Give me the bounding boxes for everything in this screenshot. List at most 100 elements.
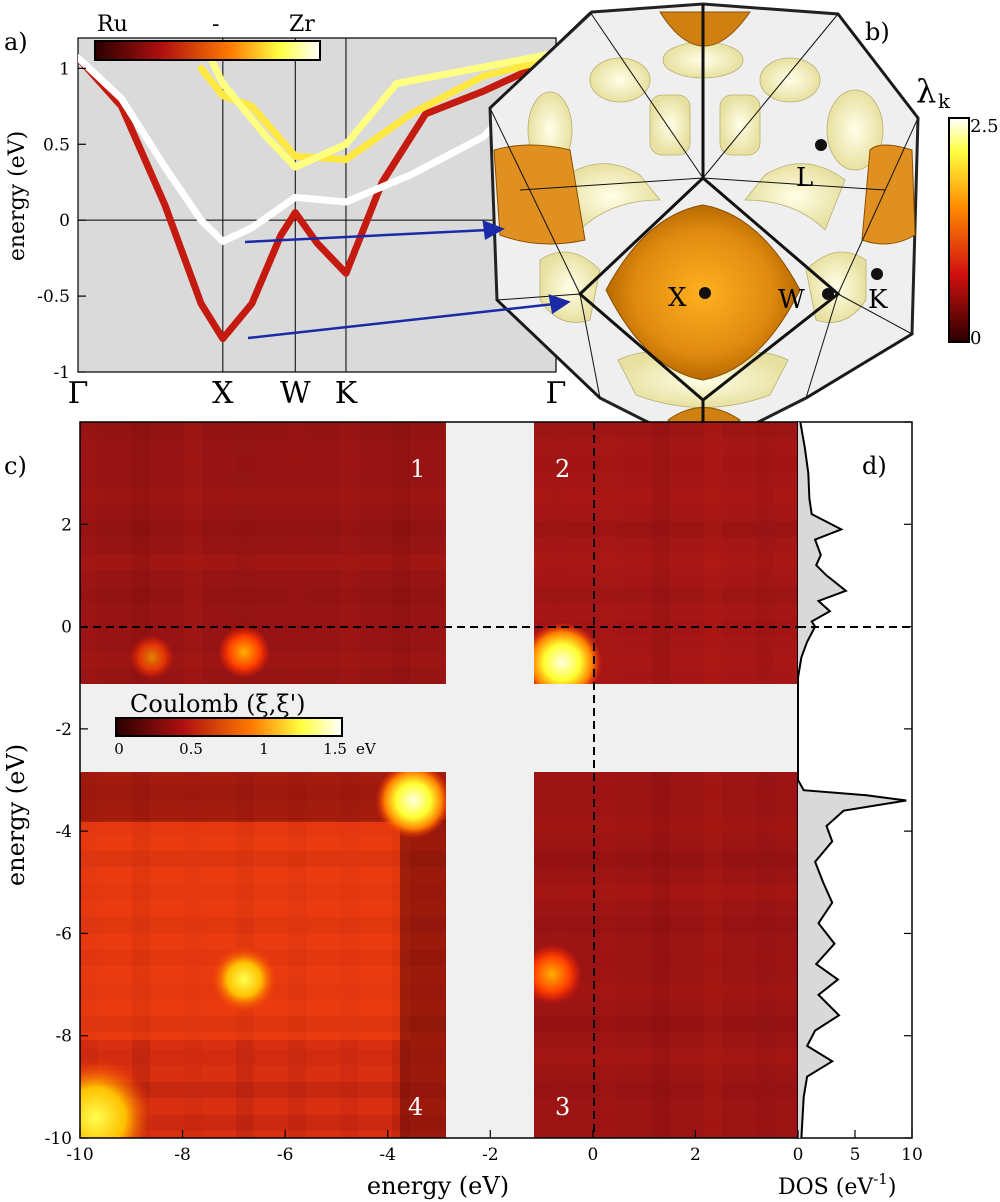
dos-xlabel-main: DOS (eV (778, 1175, 874, 1200)
fermi-surface-panel: L X W K b) λ k 2.5 0 (488, 2, 999, 452)
point-k-label: K (868, 285, 888, 315)
coulomb-ytick-label: -2 (55, 720, 72, 740)
heatmap-band (80, 488, 798, 504)
coulomb-ytick-label: 2 (61, 515, 72, 535)
lambda-colorbar-min: 0 (970, 328, 981, 349)
point-x-marker (699, 287, 711, 299)
lambda-subscript: k (938, 89, 951, 113)
point-w-label: W (778, 285, 805, 315)
dos-xlabel-end: ) (888, 1175, 897, 1200)
arrowhead-upper (482, 220, 505, 241)
lambda-symbol: λ (916, 72, 936, 110)
heatmap-band (80, 455, 798, 471)
coulomb-xlabel: energy (eV) (367, 1172, 509, 1200)
q4-dark-column (400, 820, 446, 1138)
band-structure-panel: 10.50-0.5-1Γ X W K Γ a) energy (eV) Ru - Zr (4, 12, 566, 411)
quadrant-label-4: 4 (408, 1093, 423, 1121)
fermi-sheet-top-cap (659, 11, 751, 47)
band-ytick-label: 1 (59, 59, 70, 79)
coulomb-hotspot-mid2 (129, 635, 174, 680)
coulomb-colorbar-tick-0: 0 (114, 740, 124, 758)
kpoint-label-4: Γ (546, 376, 567, 411)
lambda-colorbar-max: 2.5 (970, 116, 999, 137)
energy-gap-vertical (446, 422, 534, 1138)
panel-label-c: c) (4, 452, 27, 480)
coulomb-hotspot-4 (521, 944, 582, 1005)
fermi-sheet-right-cap (861, 144, 916, 245)
dos-xtick-label: 5 (850, 1145, 861, 1165)
quadrant-label-2: 2 (555, 455, 570, 483)
heatmap-column (548, 422, 566, 1138)
band-ytick-label: -0.5 (37, 287, 70, 307)
arrowhead-lower (548, 294, 571, 315)
kpoint-label-2: W (280, 376, 311, 411)
heatmap-column (704, 422, 722, 1138)
coulomb-xtick-label: 2 (690, 1145, 701, 1165)
coulomb-colorbar-unit: eV (356, 740, 377, 758)
heatmap-column (600, 422, 618, 1138)
dos-xtick-label: 10 (901, 1145, 923, 1165)
coulomb-hotspot-mid (218, 626, 271, 679)
dos-curve (797, 421, 907, 1139)
band-ytick-label: -1 (53, 363, 70, 383)
band-ylabel: energy (eV) (5, 131, 30, 261)
kpoint-label-0: Γ (68, 376, 89, 411)
kpoint-label-1: X (212, 376, 234, 411)
coulomb-hotspot-3 (210, 945, 279, 1014)
dos-xlabel-sup: -1 (873, 1170, 888, 1188)
band-line-1 (78, 54, 556, 343)
band-ytick-label: 0 (59, 211, 70, 231)
band-line-2 (78, 54, 556, 245)
lambda-colorbar (948, 117, 970, 343)
heatmap-band (80, 521, 798, 537)
quadrant-label-1: 1 (410, 455, 425, 483)
coulomb-hotspot-1 (375, 762, 452, 839)
coulomb-xtick-label: -6 (277, 1145, 294, 1165)
panel-label-b: b) (865, 18, 890, 46)
colorbar-zr-label: Zr (289, 12, 315, 37)
band-ytick-label: 0.5 (43, 135, 70, 155)
coulomb-colorbar-tick-1.5: 1.5 (323, 740, 347, 758)
heatmap-column (652, 422, 670, 1138)
point-k-marker (871, 268, 883, 280)
dos-panel: 0 5 10 d) DOS (eV-1) (778, 421, 923, 1200)
arrow-to-x-sheet (247, 302, 555, 340)
coulomb-xtick-label: -8 (174, 1145, 191, 1165)
heatmap-band (80, 587, 798, 603)
heatmap-band (80, 422, 798, 438)
quadrant-3-region (534, 772, 798, 1138)
heatmap-band (80, 554, 798, 570)
coulomb-ytick-label: -10 (45, 1129, 72, 1149)
point-w-marker (822, 288, 834, 300)
kpoint-label-3: K (335, 376, 358, 411)
panel-label-d: d) (862, 452, 887, 480)
coulomb-xtick-label: -2 (482, 1145, 499, 1165)
coulomb-ytick-label: 0 (61, 618, 72, 638)
coulomb-xtick-label: -10 (66, 1145, 93, 1165)
connector-arrows (244, 220, 571, 340)
band-line-4 (204, 49, 556, 171)
coulomb-colorbar-tick-0.5: 0.5 (179, 740, 203, 758)
coulomb-ytick-label: -4 (55, 822, 72, 842)
coulomb-colorbar-tick-1: 1 (259, 740, 269, 758)
quadrant-label-3: 3 (555, 1093, 570, 1121)
coulomb-map-panel: -10 -8 -6 -4 -2 0 2 2 0 -2 -4 -6 -8 -10 1 2 3 4 c) en… (2, 421, 799, 1200)
coulomb-ytick-label: -8 (55, 1027, 72, 1047)
coulomb-ytick-label: -6 (55, 924, 72, 944)
ru-zr-colorbar (94, 40, 321, 61)
dos-xtick-label: 0 (793, 1145, 804, 1165)
colorbar-dash-label: - (212, 12, 219, 37)
coulomb-hotspot-5 (80, 1057, 156, 1138)
coulomb-ylabel: energy (eV) (2, 744, 30, 886)
colorbar-ru-label: Ru (97, 12, 128, 37)
panel-label-a: a) (4, 28, 28, 56)
dos-xlabel: DOS (eV-1) (778, 1170, 896, 1200)
arrow-to-gamma-sheet (244, 228, 489, 244)
coulomb-xtick-label: -4 (379, 1145, 396, 1165)
coulomb-colorbar (115, 717, 343, 737)
point-l-marker (815, 139, 827, 151)
coulomb-colorbar-title: Coulomb (ξ,ξ') (130, 690, 306, 718)
point-l-label: L (796, 163, 813, 193)
fermi-sheet-left-cap (493, 144, 586, 245)
heatmap-column (756, 422, 774, 1138)
